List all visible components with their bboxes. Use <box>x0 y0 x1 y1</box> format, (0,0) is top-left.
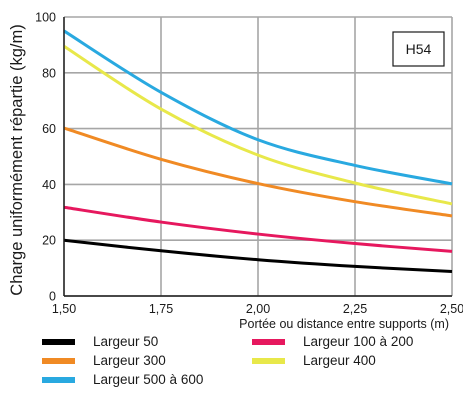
series-line-largeur-100-200 <box>63 205 453 253</box>
x-axis-title: Portée ou distance entre supports (m) <box>239 317 449 331</box>
y-tick-label: 20 <box>42 234 56 248</box>
series-lines <box>63 29 453 273</box>
x-tick-label: 2,00 <box>246 302 270 316</box>
series-line-largeur-300 <box>63 126 453 218</box>
y-tick-label: 40 <box>42 178 56 192</box>
series-line-largeur-50 <box>63 238 453 273</box>
y-tick-label: 100 <box>35 11 56 25</box>
x-tick-label: 1,50 <box>52 302 76 316</box>
y-tick-label: 60 <box>42 122 56 136</box>
annotation-label: H54 <box>406 41 432 57</box>
axes <box>63 17 452 297</box>
x-tick-label: 2,25 <box>343 302 367 316</box>
y-axis-title: Charge uniformément répartie (kg/m) <box>8 24 26 295</box>
tick-labels: 0 20 40 60 80 100 1,50 1,75 2,00 2,25 2,50 <box>35 11 463 317</box>
annotation-box <box>392 31 445 67</box>
y-tick-label: 0 <box>49 290 56 304</box>
x-tick-label: 2,50 <box>440 302 463 316</box>
series-line-largeur-400 <box>63 45 453 206</box>
series-line-largeur-500-600 <box>63 29 453 186</box>
y-tick-label: 80 <box>42 66 56 80</box>
x-tick-label: 1,75 <box>149 302 173 316</box>
